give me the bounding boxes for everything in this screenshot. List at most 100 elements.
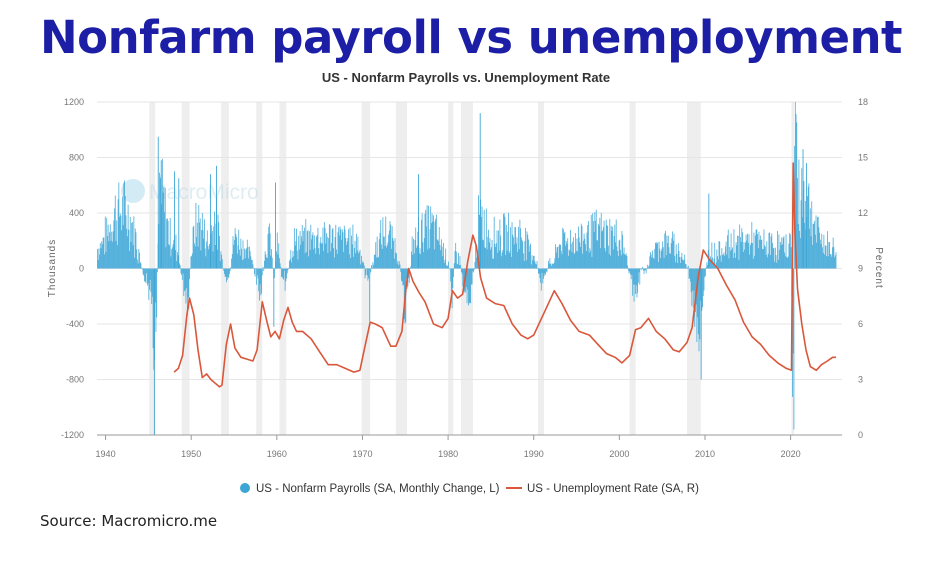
payroll-bar: [552, 264, 554, 269]
payroll-bar: [211, 230, 213, 269]
payroll-bar: [564, 231, 566, 269]
payroll-bar: [684, 254, 686, 269]
payroll-bar: [273, 268, 275, 279]
payroll-bar: [518, 249, 520, 269]
payroll-bar: [714, 242, 716, 269]
payroll-bar: [170, 256, 172, 269]
payroll-bar: [484, 247, 486, 269]
payroll-bar: [350, 258, 352, 269]
payroll-bar: [505, 255, 507, 269]
payroll-bar: [538, 268, 540, 274]
payroll-bar: [482, 239, 484, 269]
payroll-bar: [550, 265, 552, 269]
payroll-bar: [567, 238, 569, 269]
payroll-bar: [263, 260, 265, 269]
right-y-axis-ticks: 18 15 12 9 6 3 0: [858, 97, 868, 440]
payroll-bar: [458, 252, 459, 269]
payroll-bar: [789, 233, 791, 269]
payroll-bar: [507, 231, 509, 269]
payroll-bar: [691, 268, 693, 306]
payroll-bar: [383, 236, 385, 269]
payroll-bar: [557, 246, 559, 269]
payroll-bar: [153, 268, 155, 435]
payroll-bar: [602, 227, 604, 269]
payroll-bar: [797, 178, 798, 269]
payroll-bar: [583, 233, 585, 269]
payroll-bar: [225, 268, 227, 277]
payroll-bar: [496, 230, 498, 269]
payroll-bar: [648, 265, 650, 269]
payroll-bar: [664, 233, 666, 269]
payroll-bar: [792, 268, 794, 354]
payroll-bar: [539, 268, 541, 279]
payroll-bar: [171, 247, 173, 269]
payroll-bar: [204, 219, 205, 269]
payroll-bar: [290, 250, 292, 269]
payroll-bar: [543, 268, 545, 277]
payroll-bar: [712, 263, 714, 269]
payroll-bar: [783, 236, 785, 269]
payroll-bar: [415, 227, 417, 269]
payroll-bar: [145, 268, 147, 284]
payroll-bar: [202, 230, 204, 269]
payroll-bar: [555, 252, 557, 269]
payroll-bar: [832, 237, 834, 269]
payroll-bar: [768, 232, 770, 269]
payroll-bar: [622, 253, 624, 269]
x-tick-label: 1960: [267, 449, 287, 459]
payroll-bar: [503, 213, 504, 269]
payroll-bar: [160, 160, 162, 269]
payroll-bar: [669, 253, 671, 269]
payroll-bar: [610, 255, 611, 269]
payroll-bar: [248, 246, 250, 269]
payroll-bar: [652, 257, 654, 269]
payroll-bar: [737, 235, 738, 269]
payroll-bar: [729, 246, 731, 269]
payroll-bar: [816, 242, 818, 269]
payroll-bar: [620, 255, 622, 269]
payroll-bar: [725, 241, 727, 269]
x-tick-label: 1970: [352, 449, 372, 459]
payroll-bar: [811, 201, 813, 269]
payroll-bar: [822, 253, 824, 269]
payroll-bar: [386, 247, 387, 269]
payroll-bar: [640, 268, 641, 269]
payroll-bar: [489, 238, 491, 269]
payroll-bar: [323, 222, 325, 269]
payroll-bar: [667, 235, 669, 269]
payroll-bar: [323, 251, 325, 269]
payroll-bar: [258, 268, 260, 292]
payroll-bar: [561, 254, 563, 269]
payroll-bar: [602, 230, 604, 269]
payroll-bar: [123, 182, 125, 269]
payroll-bar: [617, 256, 619, 269]
payroll-bar: [751, 222, 753, 269]
payroll-bar: [633, 268, 635, 302]
payroll-bar: [804, 200, 806, 269]
payroll-bar: [415, 247, 417, 269]
payroll-bar: [498, 250, 500, 269]
y-right-tick-label: 0: [858, 430, 863, 440]
y-right-tick-label: 9: [858, 264, 863, 274]
payroll-bar: [608, 254, 610, 269]
payroll-bar: [763, 229, 765, 269]
payroll-bar: [180, 268, 182, 274]
payroll-bar: [326, 236, 328, 269]
legend-item-payrolls[interactable]: US - Nonfarm Payrolls (SA, Monthly Chang…: [240, 483, 500, 495]
payroll-bar: [221, 254, 223, 269]
legend-item-unemployment[interactable]: US - Unemployment Rate (SA, R): [506, 483, 699, 495]
left-axis-title: Thousands: [47, 239, 58, 297]
payroll-bar: [440, 239, 442, 269]
payroll-bar: [422, 242, 424, 269]
payroll-bar: [830, 254, 832, 269]
payroll-bar: [707, 250, 709, 269]
payroll-bar: [176, 261, 178, 269]
payroll-bar: [772, 248, 774, 269]
payroll-bar: [416, 245, 418, 269]
payroll-bar: [136, 259, 138, 269]
payroll-bar: [744, 249, 746, 269]
payroll-bar: [637, 268, 639, 283]
payroll-bar: [620, 250, 621, 269]
payroll-bar: [298, 249, 300, 269]
payroll-bar: [111, 241, 113, 269]
